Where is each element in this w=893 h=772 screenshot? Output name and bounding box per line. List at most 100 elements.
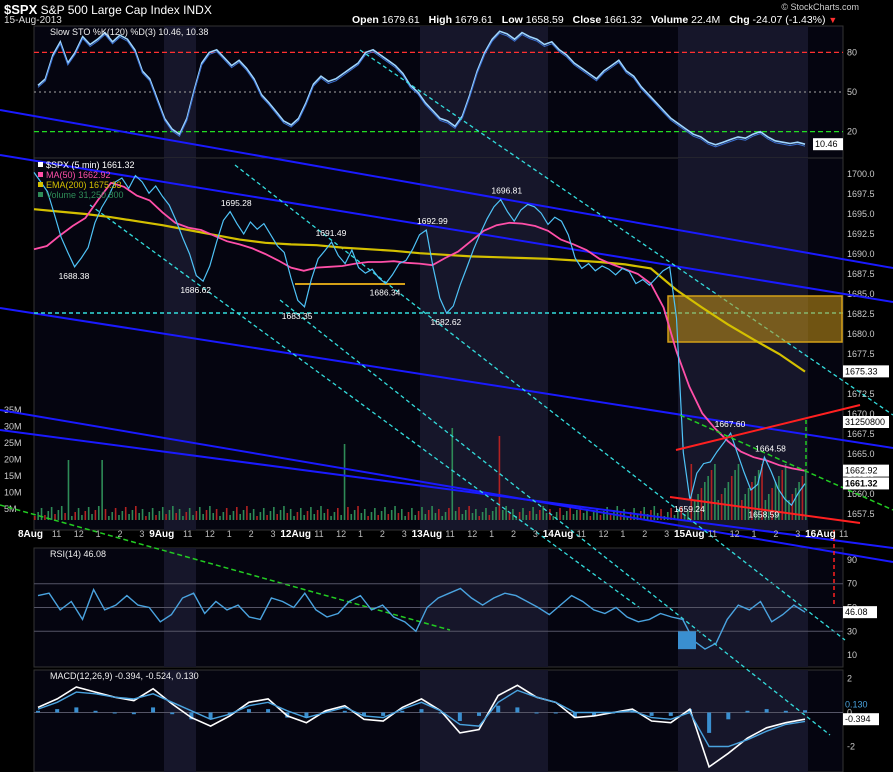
volume-bar [54, 514, 56, 520]
volume-bar [660, 509, 662, 520]
red-channel-upper [675, 404, 861, 451]
price-tick-label: 1690.0 [847, 249, 875, 259]
macd-last-tag [843, 713, 879, 726]
volume-bar [323, 513, 326, 520]
volume-bar [97, 506, 100, 520]
volume-bar [337, 508, 339, 520]
price-tick-label: 1680.0 [847, 329, 875, 339]
volume-bar [131, 510, 134, 520]
volume-bar [757, 470, 760, 520]
volume-bar [464, 510, 467, 520]
volume-bar [239, 514, 241, 520]
volume-bar [363, 509, 366, 520]
volume-bar [569, 507, 571, 520]
volume-bar [266, 515, 268, 520]
x-tick-label: 11 [839, 529, 848, 539]
volume-bar [222, 512, 225, 520]
volume-bar [138, 513, 140, 520]
legend-entry: MA(50) 1662.92 [46, 170, 111, 180]
price-annotation: 1695.28 [221, 198, 252, 208]
volume-bar [151, 508, 154, 520]
price-tick-label: 1660.0 [847, 489, 875, 499]
x-tick-label: 2 [642, 529, 647, 539]
volume-bar [232, 511, 235, 520]
volume-bar [209, 506, 211, 520]
price-annotation: 1688.38 [59, 271, 90, 281]
volume-bar [471, 513, 474, 520]
volume-bar [784, 464, 787, 520]
volume-bar [475, 509, 477, 520]
x-tick-label: 2 [773, 529, 778, 539]
volume-bar [67, 460, 70, 520]
volume-bar [626, 516, 629, 520]
macd-histogram-bar [515, 707, 520, 713]
macd-histogram-bar [726, 712, 731, 720]
rsi-tick-label: 10 [847, 650, 857, 660]
volume-bar [805, 470, 807, 520]
sto-line [37, 30, 806, 146]
sto-last-tag [813, 138, 843, 151]
volume-bar [252, 509, 255, 520]
sto-title: Slow STO %K(120) %D(3) 10.46, 10.38 [50, 27, 208, 37]
volume-bar [697, 494, 699, 520]
red-channel-lower [669, 496, 861, 524]
x-tick-label: 3 [533, 529, 538, 539]
volume-value: 22.4M [691, 14, 721, 26]
green-dashed-channel [679, 414, 893, 511]
blue-trendline [0, 307, 893, 449]
volume-tick-label: 10M [4, 488, 22, 498]
volume-bar [47, 511, 50, 520]
down-arrow-icon: ▼ [828, 15, 838, 25]
volume-bar [205, 510, 208, 520]
price-annotation: 1683.35 [282, 311, 313, 321]
volume-bar [747, 488, 750, 520]
volume-bar [145, 516, 147, 520]
volume-tick-label: 5M [4, 504, 17, 514]
volume-bar [377, 515, 380, 520]
price-value-tag-text: 31250800 [845, 417, 885, 427]
x-tick-label: 3 [402, 529, 407, 539]
volume-bar [330, 516, 332, 520]
volume-bar [798, 482, 800, 520]
x-tick-label: 16Aug [805, 529, 836, 540]
volume-bar [182, 516, 184, 520]
x-tick-label: 12 [336, 529, 346, 539]
volume-bar [478, 516, 481, 520]
volume-bar [650, 510, 652, 520]
price-annotation: 1696.81 [491, 186, 522, 196]
volume-bar [404, 516, 406, 520]
volume-bar [188, 508, 191, 520]
volume-bar [451, 428, 454, 520]
volume-bar [707, 476, 709, 520]
volume-bar [737, 464, 740, 520]
volume-bar [741, 500, 743, 520]
volume-bar [727, 482, 730, 520]
volume-tick-label: 15M [4, 471, 22, 481]
low-label: Low [501, 14, 523, 26]
volume-bar [343, 444, 346, 520]
chg-label: Chg [729, 14, 750, 26]
price-annotation: 1664.58 [755, 443, 786, 453]
low-value: 1658.59 [525, 14, 564, 26]
x-tick-label: 1 [227, 529, 232, 539]
macd-histogram-bar [438, 712, 443, 714]
macd-histogram-bar [630, 710, 635, 713]
volume-bar [687, 510, 689, 520]
volume-bar [286, 513, 289, 520]
volume-bar [202, 514, 204, 520]
volume-bar [491, 511, 494, 520]
sto-tick-label: 80 [847, 47, 857, 57]
price-tick-label: 1697.5 [847, 189, 875, 199]
volume-bar [148, 512, 151, 520]
sto-tick-label: 50 [847, 87, 857, 97]
volume-bar [717, 500, 720, 520]
price-annotation: 1692.99 [417, 216, 448, 226]
index-name: S&P 500 Large Cap Index [40, 3, 180, 17]
volume-bar [794, 488, 797, 520]
volume-bar [411, 508, 413, 520]
volume-bar [273, 507, 275, 520]
volume-bar [495, 507, 497, 520]
volume-bar [293, 516, 295, 520]
volume-bar [417, 511, 420, 520]
volume-bar [57, 510, 60, 520]
